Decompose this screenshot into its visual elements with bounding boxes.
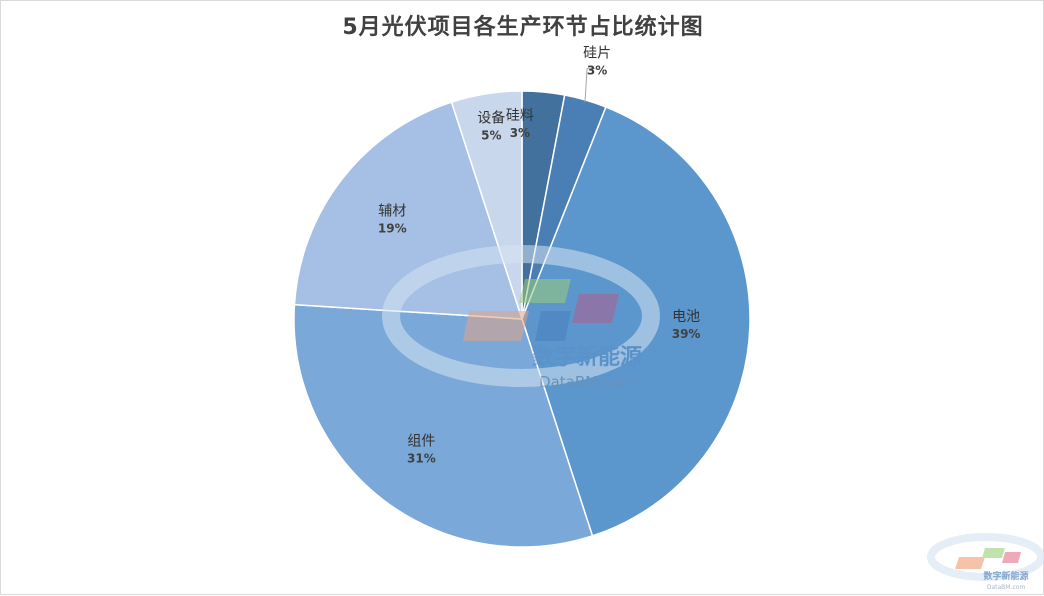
watermark-tile-green	[519, 279, 571, 303]
leader-line-silicon-wafer	[584, 68, 596, 103]
slice-percent-equipment: 5%	[481, 128, 501, 142]
watermark-tile-orange	[463, 311, 529, 341]
pie-slice-cell	[521, 106, 751, 537]
watermark-brand-cn: 数字新能源	[532, 344, 642, 370]
watermark-tile-purple	[572, 294, 619, 323]
slice-labels: 硅料 3% 硅片 3% 电池 39% 组件 31% 辅材 19% 设备 5%	[378, 46, 701, 466]
slice-percent-silicon-material: 3%	[510, 126, 530, 140]
pie-slice-module	[293, 303, 594, 548]
slice-percent-module: 31%	[407, 452, 436, 466]
corner-swoosh	[927, 533, 1044, 581]
watermark-swoosh	[382, 245, 660, 387]
slice-label-silicon-wafer: 硅片	[583, 46, 611, 62]
slice-percent-cell: 39%	[672, 327, 701, 341]
slice-percent-auxiliary-material: 19%	[378, 221, 407, 235]
leader-lines	[584, 68, 596, 103]
slice-label-silicon-material: 硅料	[506, 108, 534, 124]
watermark-tile-blue	[535, 311, 571, 341]
slice-percent-silicon-wafer: 3%	[587, 64, 607, 78]
slice-label-module: 组件	[407, 434, 435, 450]
corner-brand-cn: 数字新能源	[983, 570, 1028, 582]
watermark-brand-en: DataBM.com	[539, 373, 635, 391]
slice-label-cell: 电池	[672, 309, 700, 325]
corner-brand-en: DataBM.com	[987, 584, 1025, 591]
chart-title: 5月光伏项目各生产环节占比统计图	[342, 15, 704, 40]
watermark-logo: 数字新能源 DataBM.com	[382, 245, 660, 391]
slice-label-equipment: 设备	[477, 109, 505, 126]
corner-tile-pink	[1002, 552, 1021, 563]
slice-label-auxiliary-material: 辅材	[378, 203, 406, 219]
corner-watermark-logo: 数字新能源 DataBM.com	[927, 533, 1044, 591]
corner-tile-green	[982, 548, 1005, 558]
corner-tile-orange	[955, 557, 985, 569]
